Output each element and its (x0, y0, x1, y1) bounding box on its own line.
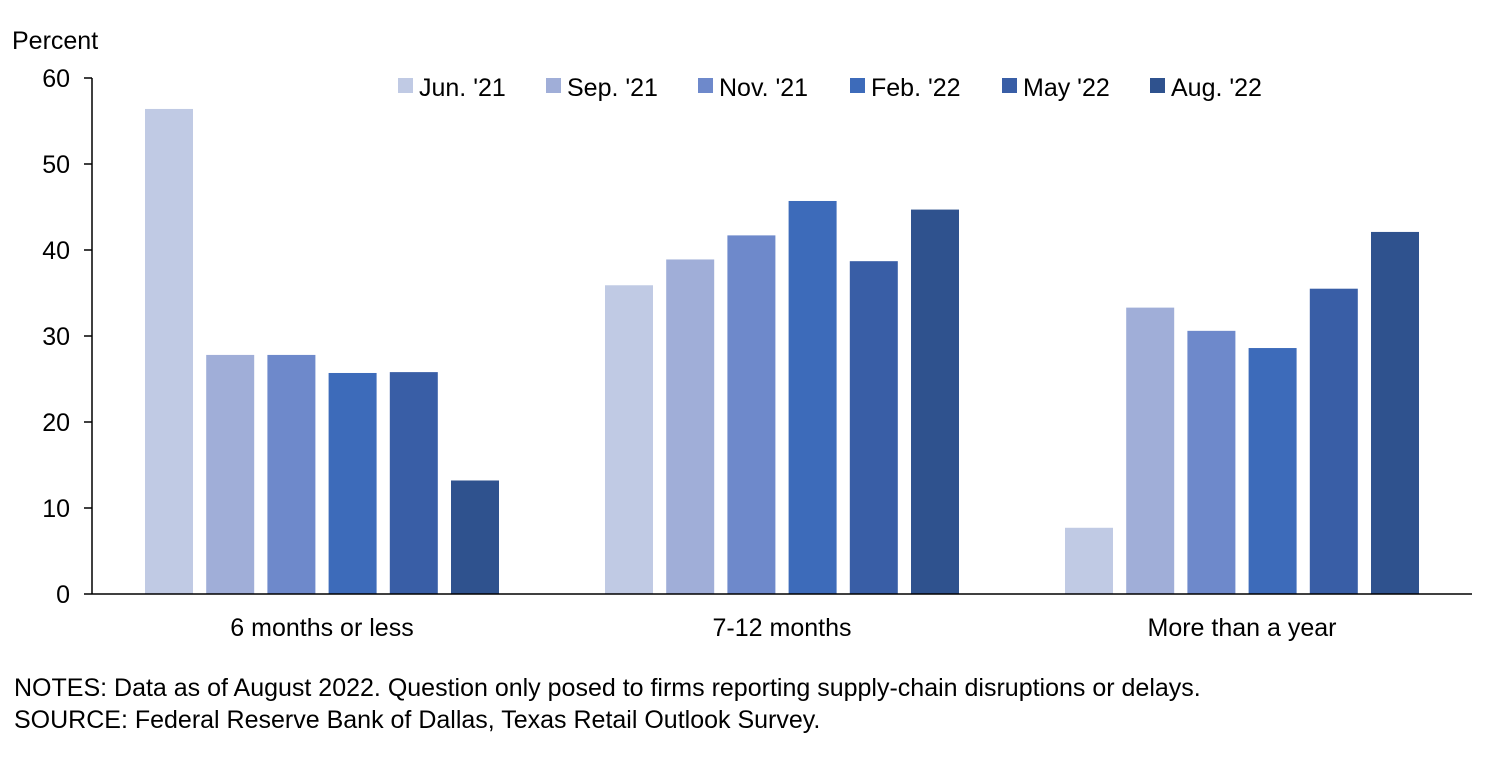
bar (1309, 288, 1358, 594)
legend-label: Sep. '21 (567, 74, 658, 102)
legend-swatch (398, 78, 413, 93)
bar (328, 372, 377, 594)
y-tick-label: 50 (42, 151, 70, 179)
legend-swatch (850, 78, 865, 93)
y-tick-label: 60 (42, 65, 70, 93)
source-text: SOURCE: Federal Reserve Bank of Dallas, … (14, 706, 821, 734)
bar (911, 209, 959, 594)
x-tick-label: 6 months or less (230, 614, 413, 642)
x-axis-labels: 6 months or less 7-12 months More than a y… (230, 614, 1336, 642)
bar (727, 235, 776, 594)
bar (1371, 231, 1419, 594)
bar-chart: Percent 0 10 20 30 40 50 60 6 months or less 7-… (12, 27, 1472, 642)
legend-swatch (546, 78, 561, 93)
legend-label: Jun. '21 (419, 74, 506, 102)
legend-swatch (1002, 78, 1017, 93)
legend-label: Feb. '22 (871, 74, 961, 102)
y-tick-label: 20 (42, 409, 70, 437)
bar-series (145, 108, 1419, 595)
bar (1187, 330, 1236, 594)
legend-label: Nov. '21 (719, 74, 808, 102)
y-tick-label: 10 (42, 495, 70, 523)
bar (1126, 307, 1175, 594)
y-axis-ticks: 0 10 20 30 40 50 60 (42, 65, 92, 609)
bar (389, 372, 438, 594)
y-tick-label: 40 (42, 237, 70, 265)
bar (267, 354, 316, 594)
bar (788, 200, 837, 595)
y-tick-label: 0 (56, 581, 70, 609)
bar (145, 108, 193, 595)
bar (666, 259, 715, 594)
bar (206, 354, 255, 594)
bar (1248, 348, 1297, 594)
legend-swatch (1150, 78, 1165, 93)
y-tick-label: 30 (42, 323, 70, 351)
legend-swatch (698, 78, 713, 93)
bar (1065, 527, 1113, 594)
axes (91, 78, 1472, 595)
bar (849, 261, 898, 594)
x-tick-label: 7-12 months (713, 614, 852, 642)
bar (605, 285, 653, 594)
notes-text: NOTES: Data as of August 2022. Question … (14, 674, 1201, 702)
legend-label: Aug. '22 (1171, 74, 1262, 102)
y-axis-label: Percent (12, 27, 98, 55)
bar (451, 480, 499, 594)
legend-label: May '22 (1023, 74, 1110, 102)
legend: Jun. '21 Sep. '21 Nov. '21 Feb. '22 May '22 A… (398, 74, 1262, 102)
x-tick-label: More than a year (1148, 614, 1337, 642)
